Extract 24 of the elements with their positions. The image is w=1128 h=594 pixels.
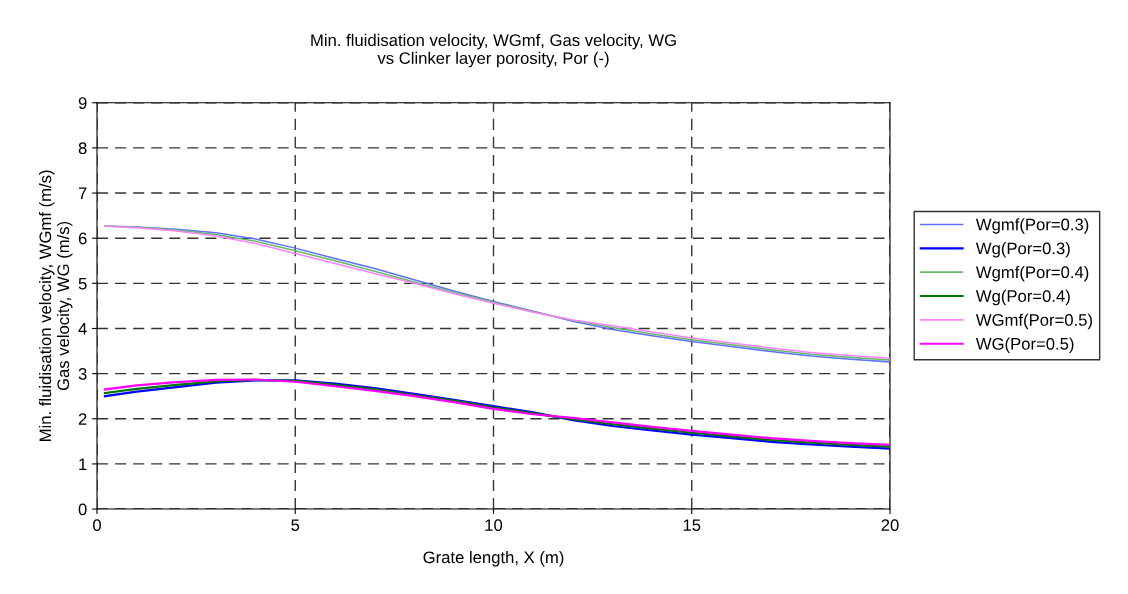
y-tick-label: 2: [78, 413, 87, 425]
y-tick-label: 9: [78, 97, 87, 109]
legend-label: Wgmf(Por=0.3): [975, 218, 1089, 234]
legend-label: Wgmf(Por=0.4): [975, 265, 1089, 282]
y-tick-label: 7: [78, 187, 87, 200]
y-tick-label: 8: [78, 142, 87, 155]
y-tick-label: 0: [78, 503, 87, 516]
x-tick-label: 15: [683, 519, 701, 532]
y-axis-title: Min. fluidisation velocity, WGmf (m/s) Gas velocity, WG (m/s): [38, 170, 73, 441]
y-tick-label: 5: [78, 277, 87, 290]
legend-label: WGmf(Por=0.5): [975, 313, 1092, 330]
x-tick-label: 10: [485, 519, 503, 532]
legend-label: Wg(Por=0.4): [975, 289, 1070, 306]
y-tick-label: 3: [78, 368, 87, 380]
y-tick-label: 1: [79, 458, 87, 470]
x-tick-label: 0: [93, 519, 101, 532]
legend-label: Wg(Por=0.3): [975, 242, 1070, 258]
chart-title: Min. fluidisation velocity, WGmf, Gas velocity, WG vs Clinker layer porosity, Por (-): [311, 33, 676, 68]
x-axis-title: Grate length, X (m): [423, 550, 564, 567]
x-tick-label: 5: [291, 519, 300, 532]
legend-label: WG(Por=0.5): [975, 337, 1074, 354]
x-tick-label: 20: [881, 519, 899, 532]
y-tick-label: 6: [78, 232, 87, 245]
y-tick-label: 4: [78, 323, 87, 335]
